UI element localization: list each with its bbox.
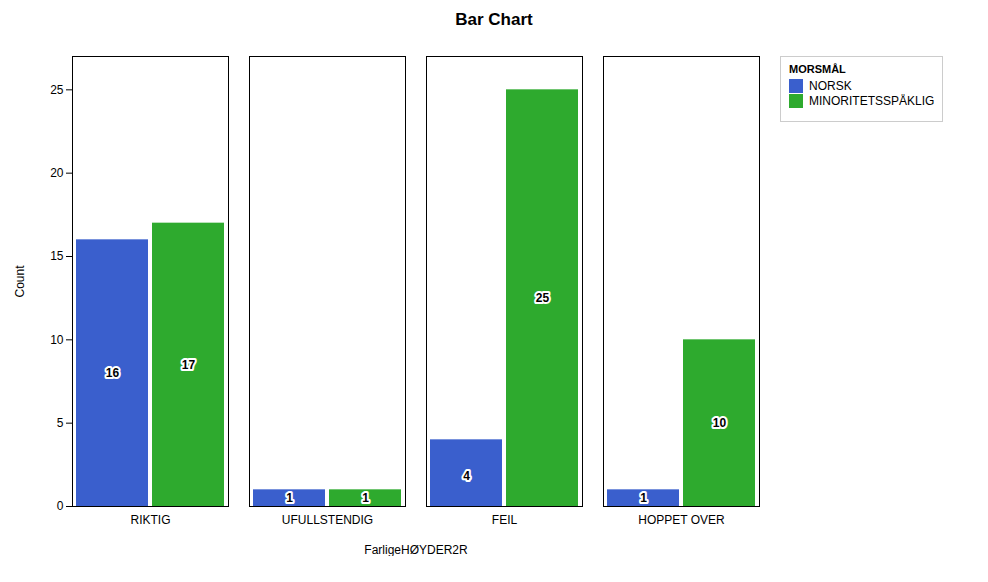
svg-text:Count: Count — [13, 265, 27, 298]
svg-text:0: 0 — [57, 499, 64, 513]
html-text:NORSK: NORSK — [809, 79, 852, 93]
html-text:MORSMÅL: MORSMÅL — [789, 63, 846, 75]
svg-text:20: 20 — [50, 166, 64, 180]
svg-text:5: 5 — [57, 416, 64, 430]
svg-text:UFULLSTENDIG: UFULLSTENDIG — [282, 513, 373, 527]
svg-text:FarligeHØYDER2R: FarligeHØYDER2R — [364, 543, 468, 557]
svg-text:10: 10 — [50, 333, 64, 347]
svg-text:FEIL: FEIL — [492, 513, 518, 527]
svg-text:25: 25 — [536, 291, 550, 305]
svg-text:HOPPET OVER: HOPPET OVER — [638, 513, 725, 527]
svg-text:1: 1 — [286, 491, 293, 505]
svg-text:4: 4 — [463, 469, 470, 483]
svg-text:10: 10 — [713, 416, 727, 430]
svg-text:16: 16 — [106, 366, 120, 380]
html-text:Bar Chart: Bar Chart — [455, 10, 533, 29]
svg-text:15: 15 — [50, 249, 64, 263]
svg-text:RIKTIG: RIKTIG — [130, 513, 170, 527]
html-text:MINORITETSSPÅKLIG: MINORITETSSPÅKLIG — [809, 94, 935, 108]
svg-text:25: 25 — [50, 83, 64, 97]
svg-text:17: 17 — [182, 358, 196, 372]
svg-text:1: 1 — [640, 491, 647, 505]
svg-text:1: 1 — [362, 491, 369, 505]
